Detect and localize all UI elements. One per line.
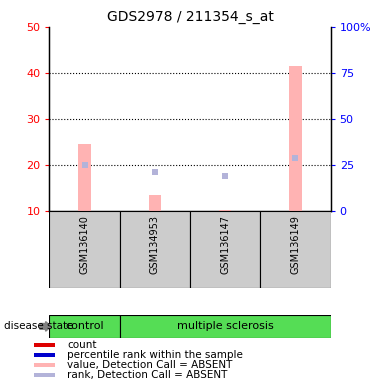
Bar <box>34 363 54 367</box>
Bar <box>289 66 302 211</box>
Text: GSM136140: GSM136140 <box>79 215 90 274</box>
Text: GSM136147: GSM136147 <box>220 215 230 274</box>
Text: rank, Detection Call = ABSENT: rank, Detection Call = ABSENT <box>67 370 228 380</box>
Bar <box>219 210 231 211</box>
Bar <box>34 343 54 347</box>
Bar <box>190 211 260 288</box>
Bar <box>120 315 331 338</box>
Bar <box>34 353 54 357</box>
Bar <box>34 373 54 377</box>
Bar <box>260 211 331 288</box>
Bar <box>49 315 120 338</box>
Bar <box>49 211 120 288</box>
Text: GSM134953: GSM134953 <box>150 215 160 274</box>
Bar <box>78 144 91 211</box>
Bar <box>149 195 161 211</box>
Title: GDS2978 / 211354_s_at: GDS2978 / 211354_s_at <box>106 10 274 25</box>
Text: percentile rank within the sample: percentile rank within the sample <box>67 350 243 360</box>
Bar <box>120 211 190 288</box>
Text: GSM136149: GSM136149 <box>290 215 301 274</box>
Text: disease state: disease state <box>4 321 73 331</box>
Text: count: count <box>67 340 97 350</box>
Text: multiple sclerosis: multiple sclerosis <box>177 321 274 331</box>
Text: value, Detection Call = ABSENT: value, Detection Call = ABSENT <box>67 360 233 370</box>
Text: control: control <box>65 321 104 331</box>
